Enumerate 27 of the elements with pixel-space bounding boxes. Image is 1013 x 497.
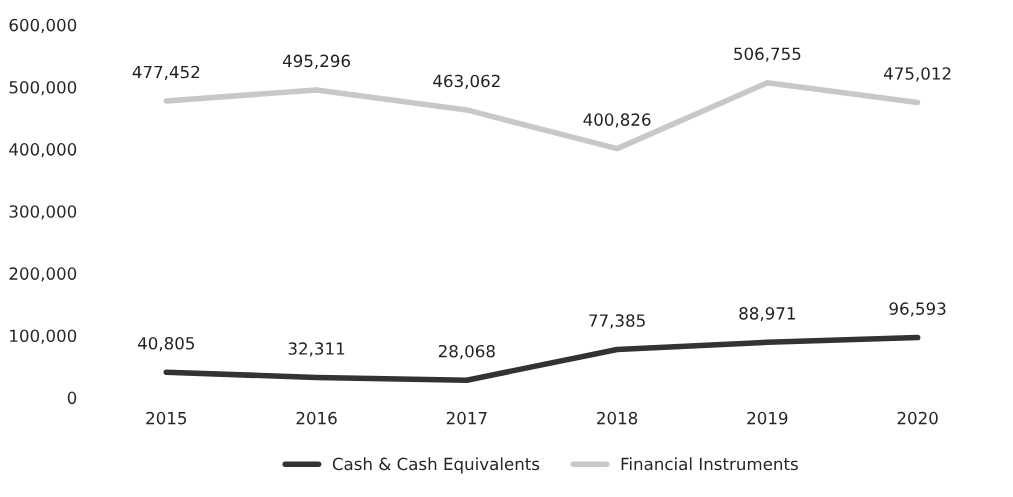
data-label: 88,971 [739, 307, 795, 322]
y-tick-label: 100,000 [10, 329, 77, 344]
data-label: 475,012 [883, 67, 951, 82]
x-tick-label: 2017 [446, 411, 487, 425]
data-label: 96,593 [889, 302, 946, 317]
data-label: 495,296 [282, 54, 350, 69]
data-label: 28,068 [438, 344, 495, 360]
legend-label: Cash & Cash Equivalents [332, 457, 540, 474]
legend-label: Financial Instruments [621, 457, 798, 471]
y-tick-label: 200,000 [9, 267, 77, 282]
data-label: 477,452 [132, 65, 200, 81]
data-label: 400,826 [583, 113, 651, 128]
data-label: 463,062 [433, 74, 500, 89]
y-tick-label: 500,000 [9, 80, 77, 96]
y-tick-label: 600,000 [9, 18, 77, 34]
data-label: 77,385 [589, 314, 645, 329]
x-tick-label: 2015 [146, 411, 187, 425]
data-label: 40,805 [137, 336, 194, 352]
y-tick-label: 0 [67, 391, 77, 405]
x-tick-label: 2018 [597, 411, 638, 425]
x-tick-label: 2019 [747, 411, 788, 425]
x-tick-label: 2020 [897, 411, 938, 425]
y-tick-label: 300,000 [9, 205, 77, 220]
x-tick-label: 2016 [296, 411, 337, 425]
data-label: 506,755 [734, 47, 801, 62]
data-label: 32,311 [288, 342, 345, 357]
y-tick-label: 400,000 [9, 143, 77, 158]
